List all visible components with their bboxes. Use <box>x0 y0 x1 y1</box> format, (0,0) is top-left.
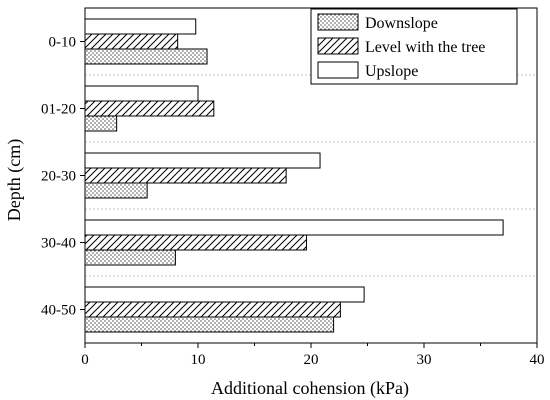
bar-upslope <box>84 85 199 102</box>
legend-label: Downslope <box>365 15 438 32</box>
bar-level-with-the-tree <box>84 234 307 251</box>
bar-downslope <box>84 316 335 333</box>
bar-level-with-the-tree <box>84 301 341 318</box>
bar-downslope <box>84 249 176 266</box>
legend-swatch <box>317 61 359 79</box>
legend: Downslope Level with the tree Upslope <box>310 8 518 85</box>
bar-upslope <box>84 286 365 303</box>
bar-upslope <box>84 152 321 169</box>
bar-downslope <box>84 182 148 199</box>
y-tick-label: 40-50 <box>41 303 76 319</box>
y-tick-label: 20-30 <box>41 169 76 185</box>
x-tick-label: 10 <box>191 352 206 368</box>
legend-label: Level with the tree <box>365 39 485 56</box>
axes: 0-10 01-20 20-30 30-40 40-50 0 10 20 30 40 <box>41 7 545 368</box>
x-axis-title: Additional cohension (kPa) <box>211 378 409 399</box>
y-tick-label: 30-40 <box>41 236 76 252</box>
bar-level-with-the-tree <box>84 167 287 184</box>
bar-downslope <box>84 115 118 132</box>
x-tick-label: 20 <box>304 352 319 368</box>
bars <box>84 18 504 333</box>
bar-downslope <box>84 48 208 65</box>
legend-swatch <box>317 13 359 31</box>
x-tick-label: 40 <box>530 352 545 368</box>
legend-swatch <box>317 37 359 55</box>
y-tick-label: 0-10 <box>49 35 77 51</box>
bar-level-with-the-tree <box>84 33 179 50</box>
legend-label: Upslope <box>365 63 418 80</box>
bar-level-with-the-tree <box>84 100 215 117</box>
bar-upslope <box>84 219 504 236</box>
y-tick-label: 01-20 <box>41 102 76 118</box>
bar-upslope <box>84 18 197 35</box>
y-axis-title: Depth (cm) <box>4 139 25 221</box>
x-tick-label: 0 <box>81 352 89 368</box>
x-tick-label: 30 <box>417 352 432 368</box>
